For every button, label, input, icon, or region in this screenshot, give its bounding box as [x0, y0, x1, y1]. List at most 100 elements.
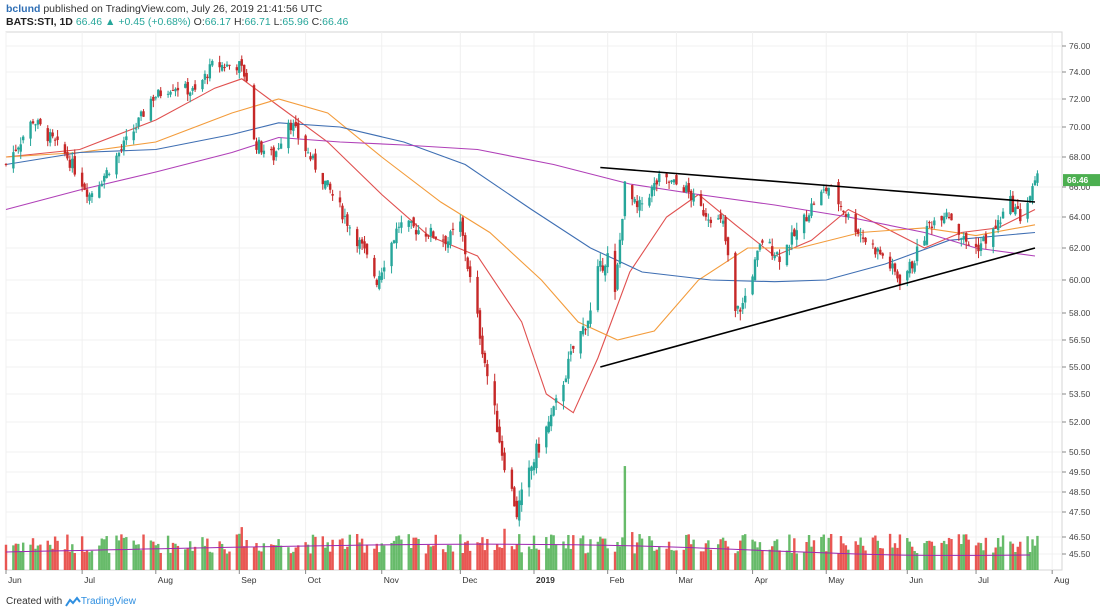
- volume-bar: [940, 542, 943, 570]
- candle-body: [982, 237, 985, 242]
- volume-bar: [606, 548, 609, 570]
- candle-body: [139, 111, 143, 117]
- candle-body: [17, 147, 20, 150]
- candle-body: [827, 187, 830, 196]
- volume-bar: [39, 544, 42, 570]
- volume-bar: [152, 541, 155, 570]
- candle-body: [483, 352, 487, 364]
- volume-bar: [672, 550, 676, 570]
- volume-bar: [243, 546, 246, 570]
- volume-bar: [427, 544, 430, 570]
- x-tick-label: May: [828, 575, 845, 585]
- candle-body: [965, 233, 968, 242]
- ma200-line: [5, 136, 1036, 257]
- volume-bar: [707, 540, 710, 570]
- candle-body: [736, 305, 740, 309]
- symbol-label: BATS:STI, 1D: [6, 16, 73, 28]
- volume-bar: [107, 552, 111, 570]
- volume-bar: [994, 547, 997, 570]
- candle-body: [400, 222, 403, 228]
- volume-bar: [252, 547, 256, 570]
- candle-body: [856, 229, 860, 234]
- candle-body: [287, 122, 290, 149]
- volume-bar: [120, 534, 123, 570]
- volume-bar: [444, 552, 447, 570]
- volume-bar: [650, 540, 654, 570]
- candle-body: [309, 156, 312, 160]
- ma20-line: [5, 78, 1036, 414]
- volume-bar: [80, 536, 84, 570]
- candle-body: [348, 227, 352, 229]
- volume-bar: [751, 539, 754, 570]
- y-tick-label: 70.00: [1069, 122, 1091, 132]
- y-tick-label: 60.00: [1069, 275, 1091, 285]
- publish-info: bclund published on TradingView.com, Jul…: [6, 3, 322, 15]
- y-tick-label: 47.50: [1069, 507, 1091, 517]
- candle-body: [977, 244, 980, 252]
- volume-bar: [896, 547, 899, 570]
- candle-body: [206, 76, 209, 78]
- volume-bar: [88, 552, 91, 570]
- volume-bar: [66, 534, 69, 570]
- volume-bar: [4, 544, 8, 570]
- volume-bar: [982, 550, 985, 570]
- candle-body: [149, 98, 153, 121]
- candle-body: [468, 266, 472, 277]
- candle-body: [825, 187, 828, 192]
- volume-bar: [166, 535, 170, 570]
- volume-bar: [638, 534, 641, 570]
- candle-body: [631, 185, 634, 200]
- volume-bar: [331, 539, 334, 570]
- candle-body: [692, 193, 695, 202]
- candle-body: [1001, 211, 1005, 219]
- candle-body: [768, 241, 771, 244]
- volume-bar: [1011, 543, 1015, 570]
- candle-body: [685, 185, 688, 192]
- candle-body: [802, 214, 806, 234]
- volume-bar: [584, 553, 587, 570]
- author-name[interactable]: bclund: [6, 3, 41, 15]
- volume-bar: [245, 540, 248, 570]
- brand-name[interactable]: TradingView: [80, 596, 136, 608]
- x-tick-label: Aug: [1054, 575, 1069, 585]
- candle-body: [228, 64, 231, 66]
- candle-body: [893, 263, 897, 272]
- candle-body: [613, 250, 617, 292]
- candle-body: [441, 239, 445, 241]
- candle-body: [702, 209, 705, 216]
- volume-bar: [228, 551, 231, 570]
- candle-body: [805, 217, 808, 222]
- candle-body: [960, 238, 963, 240]
- volume-bar: [346, 546, 349, 570]
- candle-body: [29, 121, 32, 139]
- candle-body: [238, 61, 241, 73]
- volume-bar: [478, 542, 482, 570]
- volume-bar: [171, 542, 175, 570]
- candle-body: [547, 421, 550, 433]
- volume-bar: [461, 553, 464, 570]
- candle-body: [992, 228, 995, 247]
- volume-bar: [726, 546, 730, 570]
- volume-bar: [658, 546, 661, 570]
- candle-body: [569, 351, 573, 355]
- volume-bar: [193, 546, 197, 570]
- open-value: 66.17: [204, 16, 232, 28]
- volume-bar: [21, 542, 25, 570]
- volume-bar: [621, 537, 624, 570]
- candle-body: [66, 151, 69, 159]
- volume-bar: [49, 544, 52, 570]
- y-tick-label: 72.00: [1069, 94, 1091, 104]
- volume-bar: [400, 539, 403, 570]
- volume-bar: [618, 546, 622, 570]
- candle-body: [864, 237, 867, 243]
- candle-body: [466, 257, 469, 269]
- volume-bar: [1016, 546, 1019, 570]
- candle-body: [107, 173, 111, 175]
- candle-body: [365, 243, 369, 255]
- candle-body: [306, 152, 310, 154]
- candle-body: [277, 148, 280, 150]
- candle-body: [235, 67, 239, 71]
- volume-bar: [432, 545, 435, 570]
- y-tick-label: 50.50: [1069, 447, 1091, 457]
